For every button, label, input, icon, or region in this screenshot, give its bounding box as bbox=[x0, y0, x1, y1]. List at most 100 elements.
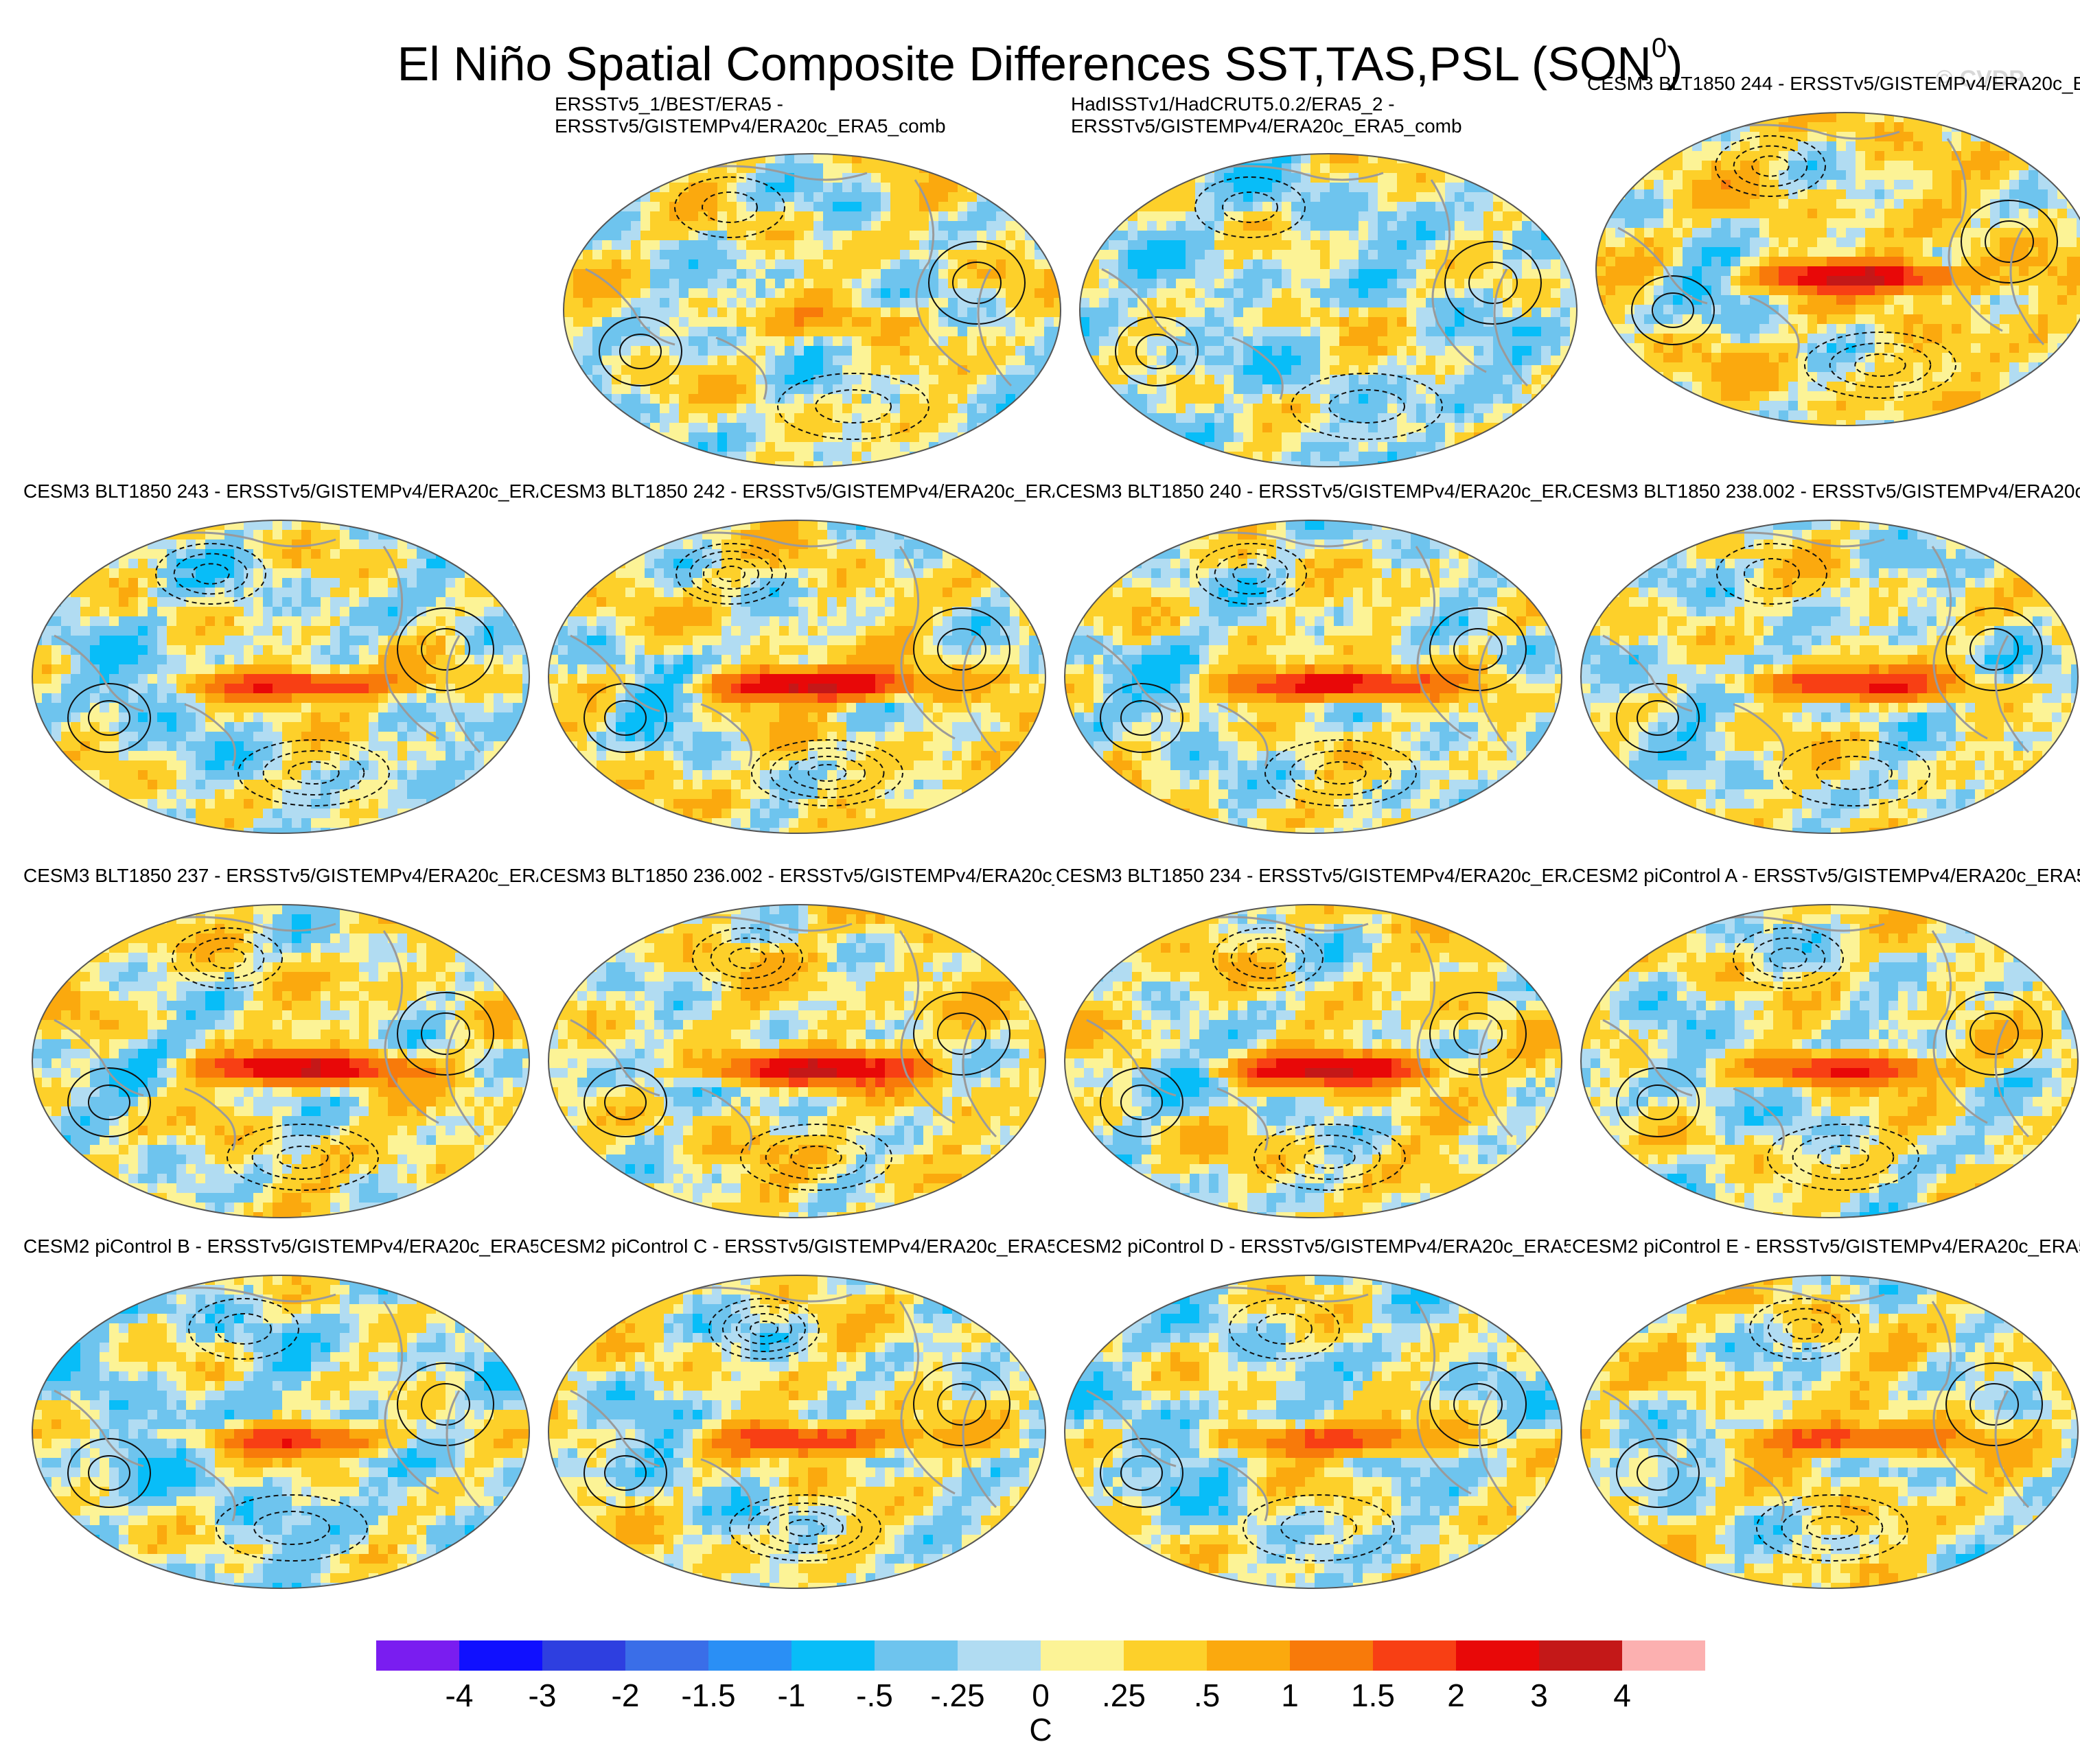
coastline bbox=[184, 1087, 236, 1151]
chart-title-superscript: 0 bbox=[1652, 33, 1667, 63]
anomaly-field bbox=[32, 520, 529, 833]
psl-high-contour bbox=[1637, 1455, 1679, 1491]
panel-title-line: ERSSTv5/GISTEMPv4/ERA20c_ERA5_comb bbox=[555, 115, 1070, 137]
psl-high-contour bbox=[599, 316, 682, 386]
panel-title: CESM2 piControl A - ERSSTv5/GISTEMPv4/ER… bbox=[1572, 865, 2080, 887]
psl-low-contour bbox=[1829, 343, 1932, 388]
map-canvas bbox=[1056, 512, 1571, 842]
psl-low-contour bbox=[1817, 1146, 1869, 1169]
map-border bbox=[548, 904, 1046, 1218]
panel-title: CESM3 BLT1850 243 - ERSSTv5/GISTEMPv4/ER… bbox=[23, 480, 538, 502]
coastline bbox=[1994, 635, 2030, 754]
psl-low-contour bbox=[1289, 750, 1392, 796]
colorbar-tick-label: -2 bbox=[612, 1678, 640, 1713]
psl-high-contour bbox=[397, 992, 494, 1076]
psl-high-contour bbox=[1945, 992, 2043, 1076]
colorbar-swatch bbox=[1456, 1640, 1540, 1671]
anomaly-field bbox=[32, 905, 529, 1218]
coastline bbox=[1733, 1087, 1785, 1151]
robinson-map bbox=[548, 1275, 1046, 1589]
psl-high-contour bbox=[88, 1084, 130, 1120]
coastline bbox=[962, 1019, 997, 1138]
coastline bbox=[700, 703, 752, 767]
map-canvas bbox=[23, 1267, 538, 1597]
psl-low-contour bbox=[722, 1305, 806, 1352]
robinson-map bbox=[32, 904, 530, 1218]
coastline bbox=[1748, 295, 1800, 359]
coastline bbox=[899, 930, 956, 1124]
psl-high-contour bbox=[1100, 683, 1183, 753]
coastline bbox=[1733, 703, 1785, 767]
anomaly-field bbox=[32, 1275, 529, 1588]
psl-high-contour bbox=[604, 700, 647, 736]
panel-title-line: CESM3 BLT1850 240 - ERSSTv5/GISTEMPv4/ER… bbox=[1056, 480, 1571, 502]
coastline bbox=[1493, 268, 1529, 387]
map-panel: HadISSTv1/HadCRUT5.0.2/ERA5_2 - ERSSTv5/G… bbox=[1071, 93, 1586, 478]
psl-low-contour bbox=[1854, 353, 1906, 377]
psl-high-contour bbox=[937, 1012, 986, 1055]
psl-low-contour bbox=[238, 739, 390, 806]
psl-low-contour bbox=[1716, 543, 1827, 605]
psl-high-contour bbox=[1135, 334, 1178, 369]
colorbar-swatch bbox=[459, 1640, 543, 1671]
coastline bbox=[54, 634, 144, 712]
coastline bbox=[1430, 179, 1487, 373]
colorbar-swatch bbox=[1539, 1640, 1623, 1671]
psl-high-contour bbox=[421, 1012, 470, 1055]
psl-high-contour bbox=[583, 1438, 667, 1508]
coastline bbox=[1994, 1019, 2030, 1138]
psl-low-contour bbox=[192, 563, 230, 585]
panel-title: CESM3 BLT1850 240 - ERSSTv5/GISTEMPv4/ER… bbox=[1056, 480, 1571, 502]
coastline bbox=[1602, 1019, 1693, 1097]
psl-high-contour bbox=[1429, 1362, 1527, 1446]
psl-high-contour bbox=[1616, 683, 1700, 753]
coastline bbox=[446, 1390, 481, 1509]
colorbar-swatch bbox=[958, 1640, 1041, 1671]
anomaly-field bbox=[1080, 154, 1577, 467]
anomaly-field bbox=[1065, 520, 1562, 833]
psl-low-contour bbox=[1749, 1298, 1860, 1360]
psl-low-contour bbox=[1750, 937, 1826, 979]
psl-high-contour bbox=[397, 1362, 494, 1446]
psl-low-contour bbox=[1214, 553, 1289, 595]
panel-title: CESM2 piControl D - ERSSTv5/GISTEMPv4/ER… bbox=[1056, 1235, 1571, 1257]
coastline bbox=[1478, 635, 1514, 754]
colorbar-swatches bbox=[376, 1640, 1706, 1671]
panel-title: CESM2 piControl B - ERSSTv5/GISTEMPv4/ER… bbox=[23, 1235, 538, 1257]
coastline bbox=[446, 635, 481, 754]
colorbar-swatch bbox=[1373, 1640, 1457, 1671]
map-canvas bbox=[1071, 146, 1586, 475]
coastline bbox=[1086, 1389, 1177, 1467]
psl-low-contour bbox=[1756, 1494, 1908, 1562]
psl-high-contour bbox=[88, 700, 130, 736]
coastline bbox=[570, 1389, 660, 1467]
psl-high-contour bbox=[1969, 1012, 2019, 1055]
colorbar-swatch bbox=[875, 1640, 958, 1671]
map-border bbox=[32, 1275, 530, 1589]
robinson-map bbox=[1064, 904, 1562, 1218]
coastline bbox=[1946, 138, 2003, 332]
psl-low-contour bbox=[288, 761, 340, 785]
psl-low-contour bbox=[1232, 563, 1271, 585]
psl-low-contour bbox=[675, 543, 787, 605]
psl-low-contour bbox=[790, 1146, 842, 1169]
psl-high-contour bbox=[1985, 220, 2034, 263]
psl-high-contour bbox=[1429, 607, 1527, 691]
psl-high-contour bbox=[67, 1067, 151, 1137]
panel-title: CESM2 piControl E - ERSSTv5/GISTEMPv4/ER… bbox=[1572, 1235, 2080, 1257]
map-panel: CESM3 BLT1850 236.002 - ERSSTv5/GISTEMPv… bbox=[540, 865, 1054, 1249]
map-panel: CESM3 BLT1850 242 - ERSSTv5/GISTEMPv4/ER… bbox=[540, 480, 1054, 865]
panel-title-line: CESM2 piControl A - ERSSTv5/GISTEMPv4/ER… bbox=[1572, 865, 2080, 887]
psl-low-contour bbox=[1715, 135, 1826, 197]
map-panel: CESM3 BLT1850 240 - ERSSTv5/GISTEMPv4/ER… bbox=[1056, 480, 1571, 865]
robinson-map bbox=[548, 520, 1046, 834]
psl-high-contour bbox=[1468, 262, 1518, 304]
robinson-map bbox=[1595, 112, 2080, 426]
psl-high-contour bbox=[604, 1084, 647, 1120]
psl-high-contour bbox=[1120, 700, 1163, 736]
psl-low-contour bbox=[1278, 1135, 1381, 1180]
psl-high-contour bbox=[1100, 1438, 1183, 1508]
colorbar-swatch bbox=[1290, 1640, 1374, 1671]
map-border bbox=[1580, 1275, 2079, 1589]
